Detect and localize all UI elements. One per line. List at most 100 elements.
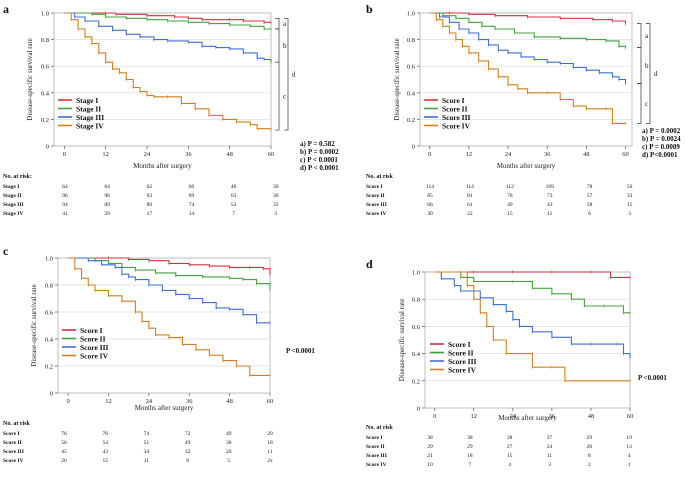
risk-cell: 36: [273, 193, 279, 199]
risk-row-label: Score III: [366, 202, 387, 208]
p-value: a) P = 0.0002: [642, 127, 681, 135]
risk-cell: 41: [62, 211, 68, 217]
x-tick-label: 48: [583, 151, 590, 158]
risk-cell: 13: [626, 444, 632, 450]
legend-entry: Score III: [442, 113, 470, 122]
risk-cell: 14: [189, 211, 195, 217]
y-tick-label: 0.6: [41, 64, 50, 71]
risk-cell: 114: [466, 184, 474, 190]
y-tick-label: 0.6: [45, 310, 54, 317]
risk-cell: 32: [273, 202, 279, 208]
p-value: a) P = 0.582: [300, 140, 335, 148]
p-value: d) P<0.0001: [642, 151, 678, 159]
risk-cell: 7: [232, 211, 235, 217]
y-tick-label: 1.0: [407, 11, 415, 18]
risk-cell: 29: [467, 444, 473, 450]
risk-cell: 64: [104, 184, 110, 190]
risk-cell: 43: [547, 202, 553, 208]
risk-cell: 49: [226, 431, 232, 437]
legend-entry: Score II: [448, 348, 474, 357]
risk-cell: 89: [104, 202, 110, 208]
y-axis-label: Disease-specific survival rate: [30, 284, 38, 366]
risk-row-label: Score II: [366, 444, 385, 450]
legend-entry: Score I: [448, 340, 471, 349]
risk-cell: 114: [426, 184, 434, 190]
risk-cell: 20: [61, 458, 67, 464]
y-tick-label: 0.2: [41, 117, 49, 124]
panel-label: a: [3, 2, 9, 16]
risk-cell: 11: [144, 458, 150, 464]
risk-cell: 78: [507, 193, 513, 199]
x-tick-label: 24: [510, 413, 517, 420]
legend-entry: Score II: [442, 104, 468, 113]
risk-cell: 112: [506, 184, 514, 190]
risk-cell: 34: [144, 449, 150, 455]
risk-row-label: Stage II: [3, 193, 22, 199]
p-value: c) P < 0.0001: [300, 156, 338, 164]
x-tick-label: 36: [544, 151, 551, 158]
x-tick-label: 12: [102, 151, 109, 158]
risk-cell: 10: [427, 462, 433, 468]
bracket-label: a: [645, 32, 649, 40]
risk-cell: 36: [226, 440, 232, 446]
risk-cell: 27: [507, 444, 513, 450]
risk-cell: 54: [102, 440, 108, 446]
y-tick-label: 0.6: [412, 324, 421, 331]
bracket-label: d: [654, 70, 658, 78]
y-tick-label: 0.8: [45, 283, 53, 290]
x-tick-label: 60: [267, 398, 274, 405]
x-tick-label: 60: [268, 151, 275, 158]
plot-frame: [53, 12, 272, 147]
x-tick-label: 12: [466, 151, 473, 158]
risk-cell: 20: [587, 444, 593, 450]
risk-cell: 43: [102, 449, 108, 455]
risk-cell: 64: [62, 184, 68, 190]
risk-row-label: Score III: [3, 449, 24, 455]
risk-cell: 4: [628, 453, 631, 459]
x-tick-label: 60: [622, 151, 629, 158]
risk-cell: 74: [144, 431, 150, 437]
risk-row-label: Score IV: [366, 462, 387, 468]
x-tick-label: 0: [428, 151, 431, 158]
y-tick-label: 0.8: [41, 37, 49, 44]
risk-cell: 81: [467, 193, 473, 199]
y-tick-label: 0: [50, 391, 53, 398]
risk-cell: 49: [507, 202, 513, 208]
risk-cell: 15: [507, 211, 513, 217]
comparison-bracket: [284, 17, 289, 131]
risk-row-label: Score II: [3, 440, 22, 446]
x-axis-label: Months after surgery: [498, 414, 557, 422]
risk-cell: 8: [588, 453, 591, 459]
y-tick-label: 0.6: [407, 64, 416, 71]
p-value: P <0.0001: [286, 347, 315, 355]
legend-entry: Stage IV: [76, 121, 104, 130]
risk-cell: 24: [547, 444, 553, 450]
risk-cell: 32: [185, 449, 191, 455]
risk-cell: 96: [104, 193, 110, 199]
x-axis-label: Months after surgery: [133, 162, 192, 170]
panel-a: a 0 0.2 0.4 0.6 0.8 1.0 0 12 24 36 48 60 Months after…: [3, 2, 339, 217]
risk-cell: 61: [467, 202, 473, 208]
risk-cell: 94: [62, 202, 68, 208]
x-tick-label: 24: [146, 398, 153, 405]
plot-frame: [419, 12, 633, 147]
y-tick-label: 0.2: [412, 378, 420, 385]
risk-cell: 53: [231, 202, 237, 208]
risk-cell: 51: [144, 440, 150, 446]
risk-cell: 28: [587, 202, 593, 208]
legend-entry: Score II: [80, 334, 106, 343]
bracket-label: b: [283, 42, 287, 50]
x-tick-label: 48: [588, 413, 595, 420]
x-tick-label: 0: [66, 398, 69, 405]
bracket-label: d: [292, 71, 296, 79]
risk-cell: 30: [427, 211, 433, 217]
risk-cell: 66: [427, 202, 433, 208]
y-axis-label: Disease-specific survival rate: [398, 299, 406, 381]
y-tick-label: 0.2: [45, 364, 53, 371]
risk-cell: 73: [547, 193, 553, 199]
legend-entry: Score IV: [80, 351, 109, 360]
risk-table-title: No. at risk: [366, 174, 393, 180]
bracket-label: c: [645, 100, 648, 108]
